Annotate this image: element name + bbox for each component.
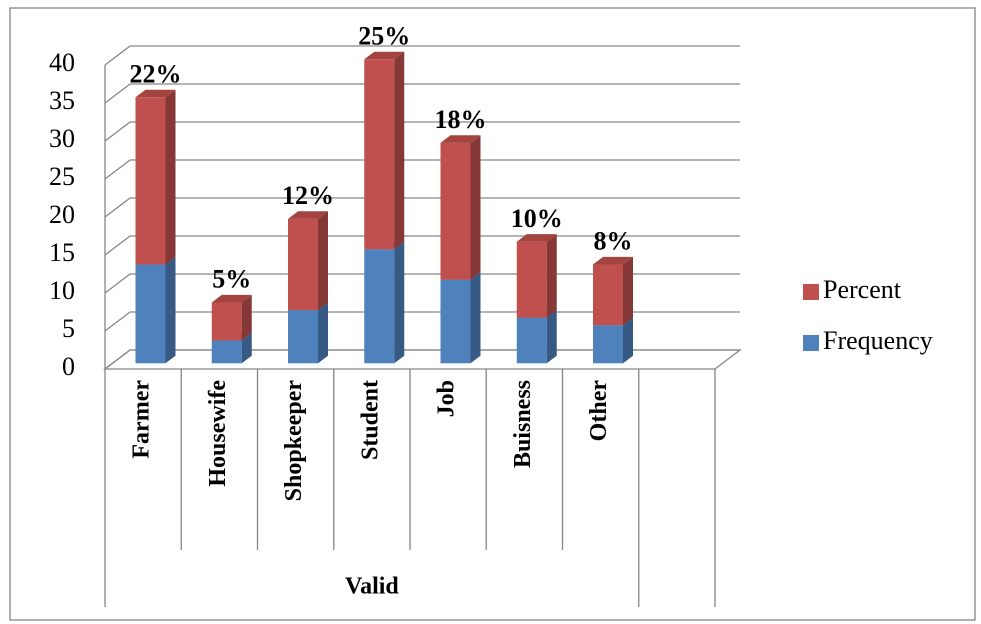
bar-top [440, 135, 481, 143]
bar-side [546, 310, 557, 364]
bar-side [546, 234, 557, 318]
data-label: 25% [358, 21, 410, 50]
bar-top [364, 51, 405, 60]
bar-side [470, 272, 481, 364]
floor [103, 349, 742, 370]
bar-side [394, 51, 405, 250]
bar-top [288, 211, 328, 219]
bar [364, 249, 395, 364]
bar-side [318, 302, 328, 364]
bar-side [241, 332, 252, 364]
grid-line-side [104, 273, 131, 294]
y-tick-label: 20 [49, 200, 75, 229]
bar-side [165, 256, 176, 364]
data-label: 12% [282, 181, 334, 210]
bar-side [623, 256, 633, 326]
data-label: 18% [435, 105, 487, 134]
data-label: 8% [594, 227, 633, 256]
group-label: Valid [345, 574, 399, 600]
y-tick-label: 30 [49, 124, 75, 153]
grid-line-side [104, 235, 131, 256]
bar-side [241, 294, 252, 341]
bar [516, 317, 547, 364]
grid-line-side [104, 349, 131, 370]
bar-side [165, 89, 176, 265]
x-tick-label: Housewife [205, 380, 231, 487]
bar [593, 325, 623, 364]
data-label: 22% [130, 59, 182, 88]
bar [288, 218, 318, 311]
x-tick-label: Job [434, 380, 460, 417]
grid-line-side [104, 45, 131, 66]
grid-line-side [104, 121, 131, 142]
legend-label: Percent [823, 275, 902, 304]
bar [440, 279, 471, 364]
bar [211, 302, 242, 341]
bar [135, 264, 166, 364]
bar-top [593, 256, 633, 265]
legend-label: Frequency [823, 326, 933, 355]
bar-side [623, 317, 633, 364]
grid-line-side [104, 159, 131, 180]
bar [288, 310, 318, 364]
bar [593, 264, 623, 326]
data-label: 10% [511, 204, 563, 233]
x-tick-label: Student [357, 380, 383, 460]
bar-top [135, 89, 176, 98]
bar [440, 142, 471, 280]
y-tick-label: 10 [49, 276, 75, 305]
y-tick-label: 0 [62, 352, 75, 381]
x-tick-label: Shopkeeper [281, 380, 307, 502]
bar [135, 97, 166, 265]
bar-side [318, 211, 328, 311]
y-tick-label: 35 [49, 86, 75, 115]
y-tick-label: 5 [62, 314, 75, 343]
data-label: 5% [212, 265, 251, 294]
bar-side [394, 241, 405, 364]
bar [211, 340, 242, 364]
grid-line-side [104, 83, 131, 104]
x-tick-label: Other [586, 380, 612, 442]
grid-line-side [104, 197, 131, 218]
bar [364, 59, 395, 250]
bar-top [211, 294, 252, 303]
grid-line-side [104, 311, 131, 332]
bar-top [516, 234, 557, 242]
legend-swatch [803, 335, 819, 351]
x-tick-label: Buisness [510, 380, 536, 468]
chart-border [9, 7, 976, 621]
bar-side [470, 135, 481, 280]
y-tick-label: 25 [49, 162, 75, 191]
x-tick-label: Farmer [129, 380, 155, 459]
legend-swatch [803, 284, 819, 300]
y-tick-label: 40 [49, 48, 75, 77]
bar [516, 241, 547, 318]
y-tick-label: 15 [49, 238, 75, 267]
